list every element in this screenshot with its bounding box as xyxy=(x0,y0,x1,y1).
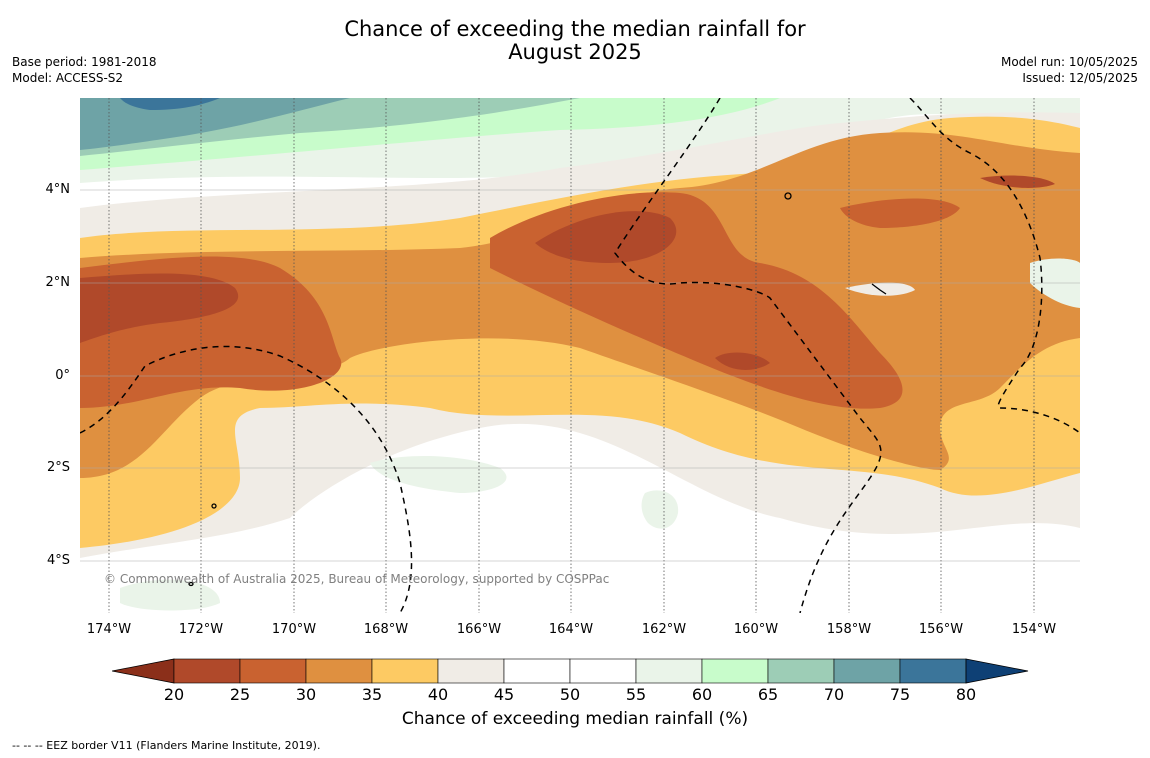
lon-label-166w: 166°W xyxy=(456,622,502,637)
colorbar-tick-label: 40 xyxy=(427,685,449,704)
copyright-notice: © Commonwealth of Australia 2025, Bureau… xyxy=(104,572,610,586)
wet-75-north xyxy=(80,98,350,150)
issued-date: Issued: 12/05/2025 xyxy=(1022,71,1138,85)
map-title: Chance of exceeding the median rainfall … xyxy=(0,18,1150,64)
lat-label-0: 0° xyxy=(55,368,70,383)
colorbar-box-55-60 xyxy=(635,658,703,684)
lon-label-172w: 172°W xyxy=(178,622,224,637)
colorbar-tick-label: 75 xyxy=(889,685,911,704)
colorbar-box-75-80 xyxy=(899,658,967,684)
colorbar-tick-label: 65 xyxy=(757,685,779,704)
eez-legend: -- -- -- EEZ border V11 (Flanders Marine… xyxy=(12,739,321,752)
colorbar-box-40-45 xyxy=(437,658,505,684)
title-line-2: August 2025 xyxy=(508,40,642,64)
islands xyxy=(188,192,887,587)
lon-label-160w: 160°W xyxy=(733,622,779,637)
colorbar-box-50-55 xyxy=(569,658,637,684)
lon-label-154w: 154°W xyxy=(1011,622,1057,637)
wet-60-south-2 xyxy=(641,490,679,529)
lon-label-158w: 158°W xyxy=(826,622,872,637)
dry-25-band-4 xyxy=(980,175,1055,188)
lat-label-4s: 4°S xyxy=(46,553,70,568)
white-pocket xyxy=(845,282,915,296)
colorbar-box-20-25 xyxy=(173,658,241,684)
colorbar-tick-label: 50 xyxy=(559,685,581,704)
colorbar-title: Chance of exceeding median rainfall (%) xyxy=(401,709,749,729)
colorbar-box-35-40 xyxy=(371,658,439,684)
colorbar-tick-label: 30 xyxy=(295,685,317,704)
model-name: Model: ACCESS-S2 xyxy=(12,71,124,85)
meta-left: Base period: 1981-2018 Model: ACCESS-S2 xyxy=(12,54,157,86)
dry-25-band-3 xyxy=(715,352,770,370)
rainfall-map xyxy=(80,98,1080,613)
lon-label-170w: 170°W xyxy=(271,622,317,637)
title-line-1: Chance of exceeding the median rainfall … xyxy=(344,17,806,41)
wet-60-south-3 xyxy=(120,579,220,611)
meta-right: Model run: 10/05/2025 Issued: 12/05/2025 xyxy=(1001,54,1138,86)
graticule-lat xyxy=(80,189,1080,562)
eez-border xyxy=(80,98,1080,613)
colorbar-arrow-low xyxy=(111,658,175,684)
colorbar-box-30-35 xyxy=(305,658,373,684)
lat-label-2n: 2°N xyxy=(45,275,71,290)
dry-25-band-2 xyxy=(535,211,677,263)
lat-label-2s: 2°S xyxy=(46,460,70,475)
wet-60-south-1 xyxy=(370,456,507,493)
colorbar-tick-label: 55 xyxy=(625,685,647,704)
colorbar-arrow-high xyxy=(965,658,1029,684)
dry-30-band-3 xyxy=(840,198,960,228)
lon-label-168w: 168°W xyxy=(363,622,409,637)
colorbar-box-45-50 xyxy=(503,658,571,684)
colorbar-tick-label: 60 xyxy=(691,685,713,704)
lon-label-156w: 156°W xyxy=(918,622,964,637)
wet-80-north xyxy=(120,98,220,110)
colorbar-box-70-75 xyxy=(833,658,901,684)
model-run: Model run: 10/05/2025 xyxy=(1000,55,1138,69)
colorbar-tick-label: 25 xyxy=(229,685,251,704)
lon-label-174w: 174°W xyxy=(86,622,132,637)
colorbar-tick-label: 45 xyxy=(493,685,515,704)
base-period: Base period: 1981-2018 xyxy=(12,55,157,69)
dry-25-band xyxy=(80,273,239,343)
colorbar-box-60-65 xyxy=(701,658,769,684)
colorbar-svg xyxy=(111,658,1029,684)
map-svg xyxy=(80,98,1080,613)
lon-label-162w: 162°W xyxy=(641,622,687,637)
colorbar xyxy=(111,656,1040,686)
lon-label-164w: 164°W xyxy=(548,622,594,637)
colorbar-tick-label: 70 xyxy=(823,685,845,704)
colorbar-box-65-70 xyxy=(767,658,835,684)
colorbar-tick-label: 80 xyxy=(955,685,977,704)
colorbar-box-25-30 xyxy=(239,658,307,684)
lat-label-4n: 4°N xyxy=(45,182,71,197)
colorbar-tick-label: 35 xyxy=(361,685,383,704)
colorbar-tick-label: 20 xyxy=(163,685,185,704)
